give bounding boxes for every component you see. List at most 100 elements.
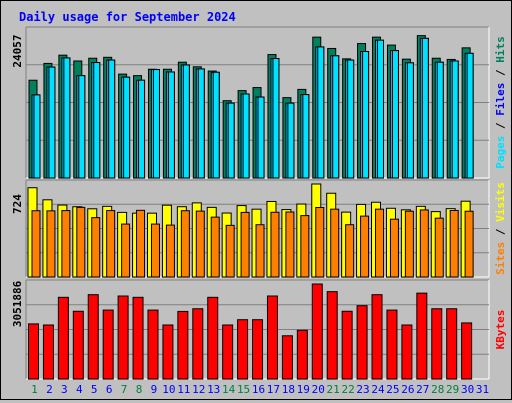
x-tick-label: 27 bbox=[416, 383, 429, 396]
pages-bar bbox=[197, 68, 205, 179]
sites-bar bbox=[150, 223, 160, 278]
hits-max-label: 24057 bbox=[11, 34, 24, 67]
sites-bar bbox=[46, 210, 56, 278]
pages-bar bbox=[108, 59, 116, 179]
kbytes-bar bbox=[252, 319, 264, 380]
kbytes-bar bbox=[147, 309, 159, 380]
kbytes-bar bbox=[296, 329, 308, 380]
pages-bar bbox=[138, 79, 146, 179]
x-tick-label: 6 bbox=[106, 383, 113, 396]
x-tick-label: 26 bbox=[401, 383, 414, 396]
sites-bar bbox=[375, 208, 385, 278]
x-tick-label: 12 bbox=[192, 383, 205, 396]
hits-legend: Pages / Files / Hits bbox=[494, 36, 507, 169]
sites-bar bbox=[210, 216, 220, 278]
x-tick-label: 29 bbox=[446, 383, 459, 396]
x-tick-label: 5 bbox=[91, 383, 98, 396]
x-tick-label: 25 bbox=[386, 383, 399, 396]
kbytes-bar bbox=[461, 322, 473, 380]
pages-bar bbox=[347, 59, 355, 179]
x-tick-label: 7 bbox=[121, 383, 128, 396]
panel-kbytes: 3051886 KBytes bbox=[11, 279, 507, 380]
pages-bar bbox=[377, 39, 385, 179]
kbytes-bar bbox=[102, 309, 114, 380]
sites-bar bbox=[61, 210, 71, 278]
kbytes-bar bbox=[431, 308, 443, 380]
x-tick-label: 13 bbox=[207, 383, 220, 396]
pages-bar bbox=[123, 76, 131, 179]
pages-bar bbox=[391, 50, 399, 179]
pages-bar bbox=[242, 93, 250, 179]
sites-bar bbox=[330, 208, 340, 278]
pages-bar bbox=[93, 62, 101, 179]
kbytes-bar bbox=[386, 309, 398, 380]
sites-bar bbox=[121, 223, 131, 278]
kbytes-bar bbox=[356, 305, 368, 380]
x-tick-label: 28 bbox=[431, 383, 444, 396]
kbytes-bar bbox=[222, 324, 234, 380]
x-tick-label: 21 bbox=[327, 383, 340, 396]
visits-legend: Sites / Visits bbox=[494, 182, 507, 275]
sites-bar bbox=[240, 211, 250, 278]
kbytes-bar bbox=[177, 310, 189, 380]
sites-bar bbox=[180, 210, 190, 278]
pages-bar bbox=[152, 69, 160, 179]
visits-legend-entry: / bbox=[494, 222, 507, 242]
sites-bar bbox=[165, 224, 175, 278]
hits-legend-entry: Pages bbox=[494, 136, 507, 169]
visits-max-label: 724 bbox=[11, 194, 24, 214]
x-tick-label: 31 bbox=[476, 383, 489, 396]
x-tick-label: 18 bbox=[282, 383, 295, 396]
visits-legend-entry: Sites bbox=[494, 242, 507, 275]
pages-bar bbox=[362, 51, 370, 179]
kbytes-bar bbox=[57, 296, 69, 380]
pages-bar bbox=[332, 55, 340, 179]
kbytes-bar bbox=[371, 294, 383, 380]
kbytes-bar bbox=[42, 324, 54, 380]
kbytes-bar bbox=[237, 319, 249, 380]
sites-bar bbox=[464, 210, 474, 278]
sites-bar bbox=[434, 217, 444, 278]
x-tick-label: 8 bbox=[136, 383, 143, 396]
sites-bar bbox=[91, 217, 101, 278]
sites-bar bbox=[106, 210, 116, 278]
pages-bar bbox=[48, 66, 56, 179]
kbytes-bar bbox=[311, 283, 323, 380]
sites-bar bbox=[285, 211, 295, 278]
x-tick-label: 14 bbox=[222, 383, 236, 396]
pages-bar bbox=[466, 52, 474, 179]
pages-bar bbox=[406, 62, 414, 179]
kbytes-bar bbox=[87, 294, 99, 380]
x-tick-label: 10 bbox=[162, 383, 175, 396]
x-tick-label: 3 bbox=[61, 383, 68, 396]
sites-bar bbox=[449, 209, 459, 278]
sites-bar bbox=[389, 218, 399, 278]
hits-legend-entry: / bbox=[494, 63, 507, 83]
sites-bar bbox=[300, 215, 310, 278]
sites-bar bbox=[255, 224, 265, 278]
pages-bar bbox=[227, 102, 235, 179]
pages-bar bbox=[421, 37, 429, 179]
x-tick-label: 23 bbox=[356, 383, 369, 396]
pages-bar bbox=[63, 57, 71, 179]
pages-bar bbox=[257, 96, 265, 179]
kbytes-bar bbox=[281, 335, 293, 380]
kbytes-bar bbox=[72, 310, 84, 380]
chart-title: Daily usage for September 2024 bbox=[19, 10, 236, 24]
pages-bar bbox=[33, 94, 41, 179]
sites-bar bbox=[345, 224, 355, 278]
kbytes-max-label: 3051886 bbox=[11, 280, 24, 327]
kbytes-legend: KBytes bbox=[494, 310, 507, 350]
kbytes-bar bbox=[341, 310, 353, 380]
sites-bar bbox=[31, 210, 41, 278]
sites-bar bbox=[404, 210, 414, 278]
x-tick-label: 30 bbox=[461, 383, 474, 396]
pages-bar bbox=[272, 58, 280, 179]
kbytes-bar bbox=[132, 296, 144, 380]
kbytes-bar bbox=[162, 324, 174, 380]
x-tick-label: 17 bbox=[267, 383, 280, 396]
pages-bar bbox=[182, 64, 190, 179]
kbytes-bar bbox=[416, 292, 428, 380]
